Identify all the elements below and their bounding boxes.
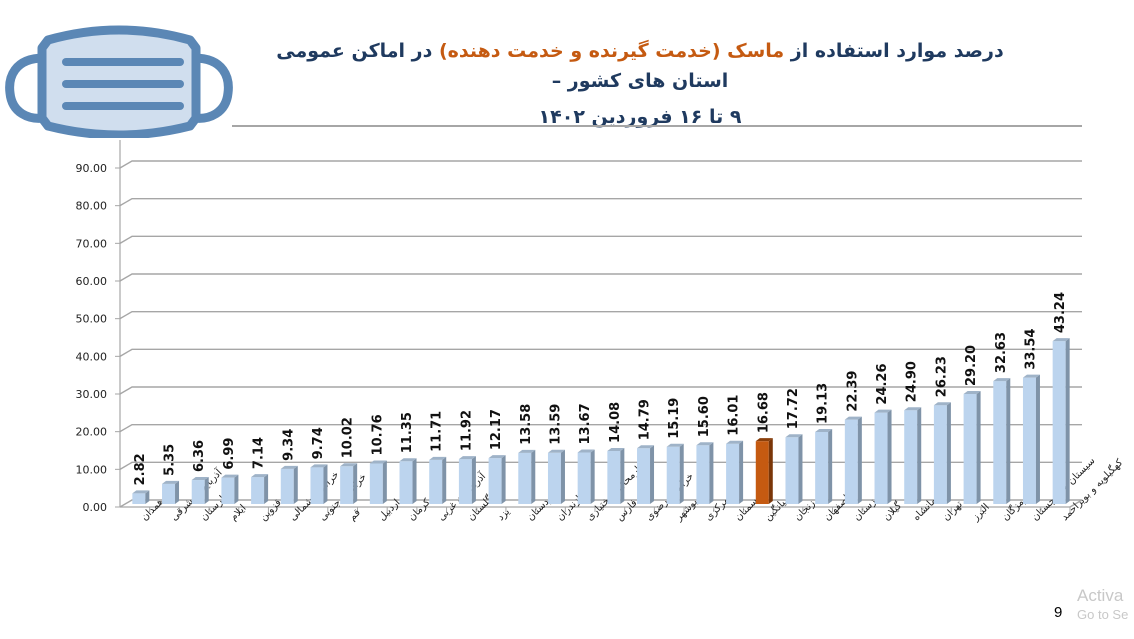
bar-value-label: 14.79 [638,399,653,440]
bar-value-label: 13.67 [578,403,593,444]
bar-value-label: 24.90 [905,361,920,402]
bar-value-label: 17.72 [786,388,801,429]
bar [251,474,269,504]
bar [933,402,951,504]
bar-value-label: 9.34 [281,429,296,461]
bar-value-label: 15.60 [697,396,712,437]
bar-value-label: 16.01 [727,395,742,436]
bar [637,445,655,504]
bar [993,378,1011,504]
gridline [119,423,1082,433]
bar [162,480,180,504]
x-category-label: البرز [970,502,992,524]
activation-watermark: Activa Go to Se [1077,586,1128,624]
bar-value-label: 29.20 [964,345,979,386]
bar [696,442,714,504]
y-tick-label: 50.00 [76,313,108,326]
bar [874,409,892,504]
bar-value-label: 32.63 [994,332,1009,373]
y-tick-label: 40.00 [76,350,108,363]
watermark-line-2: Go to Se [1077,607,1129,622]
bar [726,440,744,504]
bar-value-label: 22.39 [845,371,860,412]
title-part-2: در اماکن عمومی استان های کشور – [276,40,729,92]
bar [963,391,981,504]
bar-value-label: 19.13 [816,383,831,424]
y-tick-label: 80.00 [76,200,108,213]
bar [132,490,150,504]
bar-value-label: 33.54 [1023,329,1038,370]
title-part-1: درصد موارد استفاده از [784,40,1004,62]
x-category-label: ایلام [228,503,248,523]
bar-value-label: 11.92 [459,410,474,451]
page-number: 9 [1054,604,1063,621]
bar [369,460,387,504]
x-category-label: قم [347,507,363,523]
bar [488,455,506,504]
bar [518,449,536,504]
gridline [119,348,1082,357]
bar [399,458,417,504]
bar [1052,338,1070,504]
x-category-label: یزد [495,506,512,523]
bar-value-label: 11.35 [400,412,415,453]
bar-value-label: 9.74 [311,427,326,459]
bar-value-label: 5.35 [163,444,178,476]
y-tick-label: 10.00 [76,463,108,476]
bar-value-label: 16.68 [756,392,771,433]
bar [815,428,833,504]
bar-value-label: 15.19 [667,398,682,439]
watermark-line-1: Activa [1077,586,1124,605]
bar-value-label: 14.08 [608,402,623,443]
title-divider [232,125,1082,127]
bar-value-label: 10.76 [370,414,385,455]
bar [577,449,595,504]
title-date-range: ۹ تا ۱۶ فروردین ۱۴۰۲ [538,106,742,128]
bar-value-label: 6.99 [222,438,237,470]
y-tick-label: 20.00 [76,426,108,439]
title-highlight: ماسک (خدمت گیرنده و خدمت دهنده) [438,40,785,62]
gridline [119,235,1082,244]
bar [310,464,328,504]
bar [1022,374,1040,504]
bar-average [755,438,773,504]
bar [844,416,862,504]
bar [191,477,209,504]
gridline [119,386,1082,395]
chart-title: درصد موارد استفاده از ماسک (خدمت گیرنده … [250,36,1030,132]
y-tick-label: 30.00 [76,388,108,401]
bar-value-label: 26.23 [934,356,949,397]
bar [280,465,298,504]
bar [785,434,803,504]
bar-value-label: 10.02 [341,417,356,458]
bar [904,407,922,504]
bar-value-label: 24.26 [875,363,890,404]
bar [458,456,476,504]
gridline [119,197,1082,207]
bar [666,443,684,504]
gridline [119,310,1082,320]
y-tick-label: 70.00 [76,237,108,250]
y-tick-label: 60.00 [76,275,108,288]
bar [221,474,239,504]
bar-value-label: 12.17 [489,409,504,450]
bar-value-label: 13.59 [548,404,563,445]
gridline [119,273,1082,282]
bar-value-label: 2.82 [133,453,148,485]
bar-value-label: 7.14 [252,437,267,469]
bar [547,449,565,504]
y-tick-label: 90.00 [76,162,108,175]
bar [340,463,358,504]
bar-value-label: 11.71 [430,411,445,452]
y-tick-label: 0.00 [83,501,108,514]
gridline [119,160,1082,169]
bar [429,456,447,504]
bar-value-label: 6.36 [192,440,207,472]
face-mask-icon [5,25,233,138]
bar [607,447,625,504]
bar-value-label: 43.24 [1053,292,1068,333]
bar-value-label: 13.58 [519,404,534,445]
